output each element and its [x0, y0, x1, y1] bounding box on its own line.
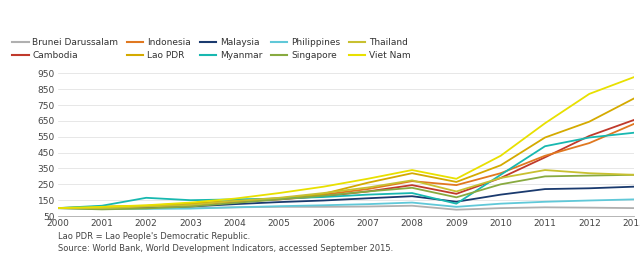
Text: Source: World Bank, World Development Indicators, accessed September 2015.: Source: World Bank, World Development In… [58, 244, 393, 253]
Text: Lao PDR = Lao People's Democratic Republic.: Lao PDR = Lao People's Democratic Republ… [58, 232, 250, 241]
Legend: Brunei Darussalam, Cambodia, Indonesia, Lao PDR, Malaysia, Myanmar, Philippines,: Brunei Darussalam, Cambodia, Indonesia, … [8, 34, 414, 64]
